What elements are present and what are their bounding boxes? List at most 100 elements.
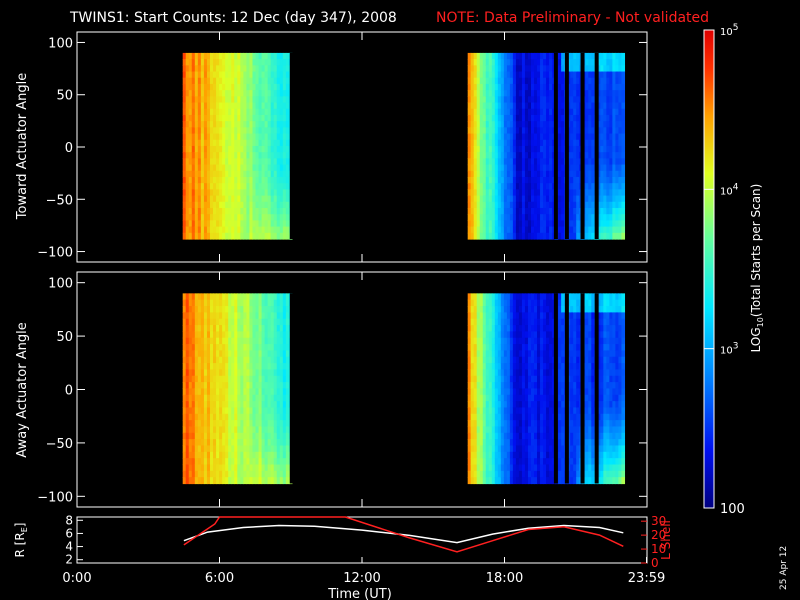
heatmap-cell xyxy=(279,344,284,352)
heatmap-cell xyxy=(561,363,565,371)
heatmap-cell xyxy=(543,108,547,116)
heatmap-cell xyxy=(527,401,532,409)
heatmap-cell xyxy=(543,232,547,240)
heatmap-cell xyxy=(546,127,550,135)
heatmap-cell xyxy=(479,325,484,332)
heatmap-cell xyxy=(282,458,287,466)
heatmap-cell xyxy=(600,83,604,91)
heatmap-cell xyxy=(597,121,601,128)
heatmap-cell xyxy=(497,102,502,110)
heatmap-cell xyxy=(476,207,481,215)
heatmap-cell xyxy=(182,445,187,453)
heatmap-cell xyxy=(570,439,574,447)
heatmap-cell xyxy=(249,83,254,91)
heatmap-cell xyxy=(482,312,487,320)
heatmap-cell xyxy=(488,318,493,326)
heatmap-cell xyxy=(270,189,275,197)
heatmap-cell xyxy=(182,356,187,364)
heatmap-cell xyxy=(570,350,574,358)
heatmap-cell xyxy=(485,325,490,332)
heatmap-cell xyxy=(191,439,196,447)
heatmap-cell xyxy=(249,451,254,459)
heatmap-cell xyxy=(621,65,626,73)
heatmap-cell xyxy=(509,139,514,147)
heatmap-cell xyxy=(237,83,241,91)
heatmap-cell xyxy=(588,176,592,184)
heatmap-cell xyxy=(482,445,487,453)
heatmap-cell xyxy=(219,293,223,301)
heatmap-cell xyxy=(500,477,505,485)
heatmap-cell xyxy=(249,382,254,390)
heatmap-cell xyxy=(530,369,535,377)
heatmap-cell xyxy=(537,71,541,79)
heatmap-cell xyxy=(491,127,496,135)
heatmap-cell xyxy=(473,226,478,234)
heatmap-cell xyxy=(576,127,580,135)
heatmap-cell xyxy=(249,420,254,428)
heatmap-cell xyxy=(591,139,595,147)
heatmap-cell xyxy=(540,331,544,339)
heatmap-cell xyxy=(530,214,535,221)
heatmap-cell xyxy=(485,470,490,478)
heatmap-cell xyxy=(228,232,232,240)
heatmap-cell xyxy=(237,407,241,415)
heatmap-cell xyxy=(200,152,205,159)
heatmap-cell xyxy=(219,127,223,135)
heatmap-cell xyxy=(258,325,263,332)
heatmap-cell xyxy=(546,432,550,440)
heatmap-cell xyxy=(567,401,571,409)
heatmap-cell xyxy=(534,325,538,332)
heatmap-cell xyxy=(270,420,275,428)
heatmap-cell xyxy=(573,369,577,377)
heatmap-cell xyxy=(203,83,208,91)
heatmap-cell xyxy=(497,83,502,91)
heatmap-cell xyxy=(206,139,211,147)
heatmap-cell xyxy=(573,477,577,485)
heatmap-cell xyxy=(567,325,571,332)
heatmap-cell xyxy=(603,102,607,110)
heatmap-cell xyxy=(222,59,226,66)
heatmap-cell xyxy=(219,312,223,320)
heatmap-cell xyxy=(552,176,556,184)
heatmap-cell xyxy=(537,407,541,415)
heatmap-cell xyxy=(540,65,544,73)
heatmap-cell xyxy=(473,439,478,447)
heatmap-cell xyxy=(258,133,263,141)
heatmap-cell xyxy=(488,407,493,415)
heatmap-cell xyxy=(588,71,592,79)
heatmap-cell xyxy=(597,152,601,159)
heatmap-cell xyxy=(485,102,490,110)
heatmap-cell xyxy=(264,477,269,485)
heatmap-cell xyxy=(573,71,577,79)
heatmap-cell xyxy=(188,59,193,66)
heatmap-cell xyxy=(216,426,220,434)
heatmap-cell xyxy=(512,133,517,141)
heatmap-cell xyxy=(506,133,511,141)
heatmap-cell xyxy=(467,331,472,339)
heatmap-cell xyxy=(467,337,472,345)
heatmap-cell xyxy=(210,439,214,447)
heatmap-cell xyxy=(527,139,532,147)
heatmap-cell xyxy=(279,145,284,153)
heatmap-cell xyxy=(210,189,214,197)
heatmap-cell xyxy=(530,121,535,128)
heatmap-cell xyxy=(597,164,601,172)
heatmap-cell xyxy=(530,451,535,459)
heatmap-cell xyxy=(585,318,589,326)
heatmap-cell xyxy=(228,451,232,459)
heatmap-cell xyxy=(188,90,193,97)
heatmap-cell xyxy=(567,306,571,313)
heatmap-cell xyxy=(494,337,499,345)
heatmap-cell xyxy=(500,214,505,221)
heatmap-cell xyxy=(210,77,214,85)
heatmap-cell xyxy=(530,420,535,428)
heatmap-cell xyxy=(285,331,290,339)
heatmap-cell xyxy=(219,52,223,60)
heatmap-cell xyxy=(500,325,505,332)
heatmap-cell xyxy=(546,65,550,73)
heatmap-cell xyxy=(264,432,269,440)
heatmap-cell xyxy=(567,420,571,428)
heatmap-cell xyxy=(588,432,592,440)
heatmap-cell xyxy=(549,65,553,73)
